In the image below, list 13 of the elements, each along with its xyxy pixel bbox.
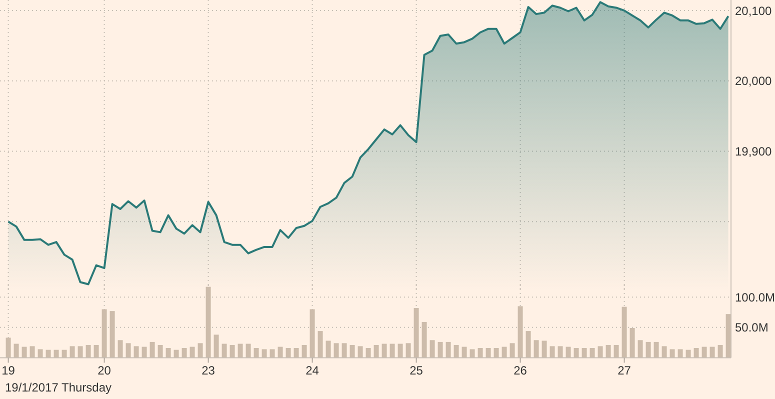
y-tick-label: 100.0M bbox=[735, 290, 775, 304]
x-tick-label: 23 bbox=[202, 364, 216, 378]
x-tick-label: 19 bbox=[2, 364, 16, 378]
text: 19/1/2017 Thursday bbox=[5, 380, 112, 395]
x-tick-label: 24 bbox=[306, 364, 320, 378]
x-tick-label: 25 bbox=[410, 364, 424, 378]
y-tick-label: 20,100 bbox=[735, 4, 772, 18]
x-tick-label: 27 bbox=[618, 364, 632, 378]
y-tick-label: 20,000 bbox=[735, 74, 772, 88]
y-tick-label: 50.0M bbox=[735, 320, 768, 335]
x-tick-label: 20 bbox=[98, 364, 112, 378]
x-tick-label: 26 bbox=[514, 364, 528, 378]
y-tick-label: 19,900 bbox=[735, 144, 772, 158]
